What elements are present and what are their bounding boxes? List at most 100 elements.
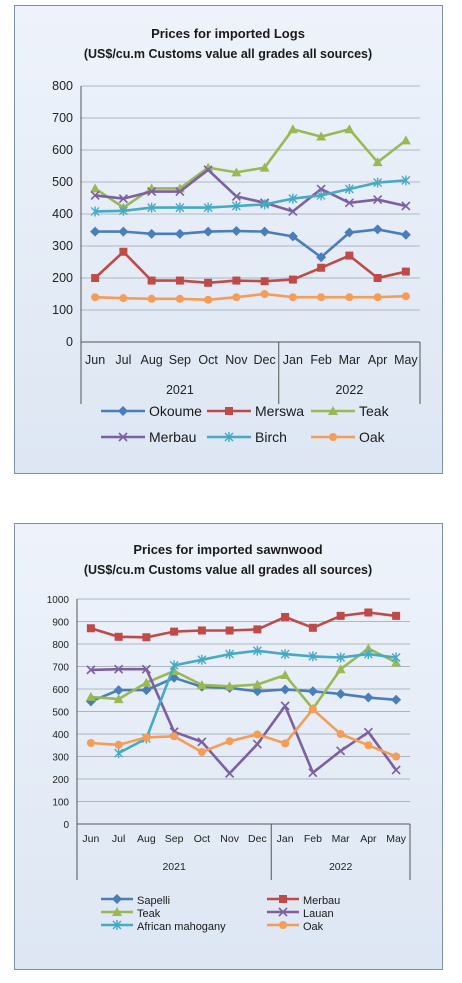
point-merswa [317, 263, 326, 272]
point-oak [281, 739, 290, 748]
legend-label-birch: Birch [255, 429, 287, 445]
point-merbau [170, 627, 179, 636]
y-tick-label: 0 [66, 335, 73, 349]
series-line-oak [95, 292, 406, 302]
point-okoume [231, 225, 242, 236]
point-merbau [147, 187, 157, 197]
point-lauan [336, 746, 346, 756]
year-group-label: 2022 [329, 861, 353, 873]
point-oak [392, 752, 401, 761]
x-tick-label: Jan [277, 833, 294, 845]
point-oak [91, 293, 100, 302]
y-tick-label: 300 [52, 239, 73, 253]
y-tick-label: 400 [52, 207, 73, 221]
point-birch [344, 184, 354, 195]
point-oak [317, 293, 326, 302]
legend-marker-merbau [118, 432, 128, 442]
point-african-mahogany [252, 645, 262, 656]
point-teak [196, 679, 207, 689]
point-oak [336, 730, 345, 738]
x-tick-label: Nov [225, 353, 248, 367]
point-merbau [231, 191, 241, 201]
point-teak [335, 664, 346, 674]
x-tick-label: Nov [220, 833, 239, 845]
point-teak [344, 124, 355, 134]
point-teak [224, 681, 235, 691]
point-okoume [90, 226, 101, 237]
legend-label-oak: Oak [303, 921, 324, 933]
legend-marker-merswa [225, 407, 233, 415]
legend-label-okoume: Okoume [149, 403, 202, 419]
point-teak [372, 157, 383, 167]
point-african-mahogany [308, 651, 318, 662]
point-merbau [197, 626, 206, 635]
point-teak [141, 677, 152, 687]
point-teak [203, 162, 214, 172]
point-merbau [90, 190, 100, 201]
point-okoume [174, 228, 185, 239]
chart-subtitle: (US$/cu.m Customs value all grades all s… [84, 563, 372, 577]
point-birch [90, 206, 100, 217]
point-sapelli [307, 686, 318, 697]
year-group-label: 2022 [335, 383, 363, 397]
legend-label-lauan: Lauan [303, 908, 334, 920]
legend-label-teak: Teak [137, 908, 161, 920]
point-birch [288, 193, 298, 204]
x-tick-label: Feb [304, 833, 322, 845]
point-merswa [175, 276, 184, 285]
point-okoume [146, 228, 157, 239]
y-tick-label: 900 [52, 618, 69, 629]
x-tick-label: Dec [248, 833, 267, 845]
point-teak [363, 643, 374, 653]
x-tick-label: Oct [194, 833, 210, 845]
point-african-mahogany [363, 649, 373, 660]
point-merswa [373, 274, 382, 282]
x-tick-label: Jan [283, 353, 303, 367]
point-okoume [372, 224, 383, 235]
point-lauan [197, 737, 207, 747]
point-merbau [373, 195, 383, 205]
point-merbau [225, 626, 234, 635]
point-sapelli [252, 686, 263, 697]
point-merswa [91, 274, 100, 282]
point-lauan [252, 739, 262, 749]
point-merswa [204, 278, 213, 287]
point-merbau [336, 611, 345, 620]
legend-marker-birch [224, 432, 234, 442]
point-birch [260, 199, 270, 210]
point-okoume [344, 227, 355, 238]
point-merbau [203, 165, 213, 175]
logs-chart-panel: Prices for imported Logs (US$/cu.m Custom… [14, 5, 443, 474]
point-merbau [175, 187, 185, 197]
legend-label-merbau: Merbau [149, 429, 196, 445]
point-lauan [141, 664, 151, 674]
point-birch [175, 202, 185, 213]
point-sapelli [113, 685, 124, 696]
point-merbau [392, 611, 401, 620]
point-oak [175, 294, 184, 303]
chart-title: Prices for imported sawnwood [133, 542, 322, 557]
point-merswa [147, 276, 156, 285]
point-okoume [259, 226, 270, 237]
legend-marker-oak [329, 433, 337, 441]
legend-label-oak: Oak [359, 429, 386, 445]
x-tick-label: Mar [332, 833, 351, 845]
point-oak [142, 733, 151, 742]
point-teak [400, 135, 411, 145]
year-group-label: 2021 [162, 861, 186, 873]
point-merbau [316, 184, 326, 194]
point-birch [373, 177, 383, 188]
point-teak [113, 694, 124, 704]
point-oak [253, 730, 262, 739]
x-tick-label: Aug [141, 353, 163, 367]
point-sapelli [363, 692, 374, 703]
y-tick-label: 600 [52, 143, 73, 157]
series-line-okoume [95, 228, 407, 259]
y-tick-label: 0 [63, 820, 69, 831]
legend-label-merbau: Merbau [303, 895, 340, 907]
point-oak [232, 293, 241, 302]
point-okoume [203, 226, 214, 237]
point-merswa [345, 251, 354, 260]
legend-label-teak: Teak [359, 403, 390, 419]
point-oak [119, 294, 128, 303]
